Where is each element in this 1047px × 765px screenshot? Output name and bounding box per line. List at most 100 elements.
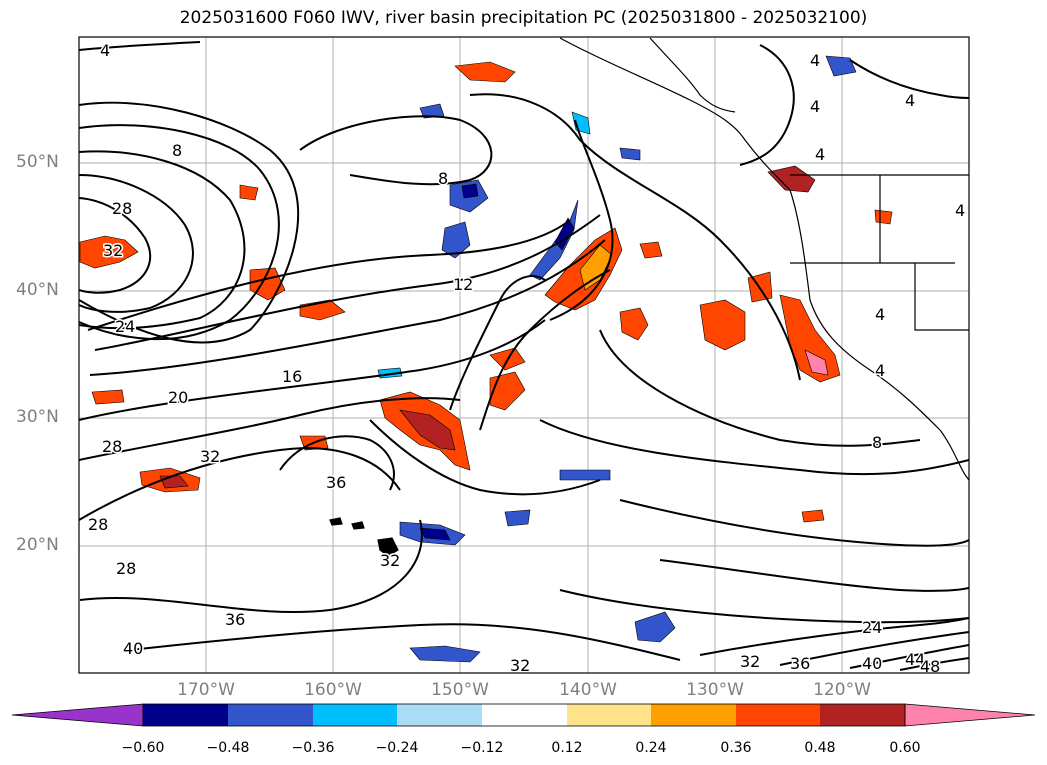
- precip-area: [767, 165, 816, 193]
- precip-area: [801, 509, 825, 523]
- precip-area: [79, 235, 139, 269]
- precip-area: [529, 199, 579, 281]
- contour-labels: 4 4 4 4 4 4 4 4 8 8 8 12 16 20 24 24 28 …: [87, 40, 967, 676]
- contour-label: 48: [920, 657, 940, 676]
- precip-area: [804, 349, 829, 376]
- iwv-contour: [469, 93, 801, 381]
- iwv-contour: [849, 59, 969, 99]
- contour-label: 24: [862, 618, 882, 637]
- precip-area: [619, 307, 649, 341]
- lon-label-170w: 170°W: [177, 680, 235, 700]
- island: [329, 517, 343, 526]
- contour-label: 36: [225, 610, 245, 629]
- precip-area: [825, 55, 857, 77]
- iwv-contour: [79, 519, 423, 613]
- positive-pc-areas: [79, 61, 893, 523]
- iwv-contour: [899, 657, 969, 671]
- colorbar-tick: 0.60: [889, 740, 921, 756]
- contour-label: 32: [740, 652, 760, 671]
- precip-area: [419, 103, 445, 119]
- contour-label: 36: [326, 473, 346, 492]
- colorbar-min-extension: [11, 703, 144, 727]
- colorbar-tick: 0.24: [635, 740, 667, 756]
- contour-label: 4: [100, 41, 110, 60]
- contour-label: 32: [380, 551, 400, 570]
- state-border: [914, 263, 969, 331]
- contour-label: 28: [116, 559, 136, 578]
- iwv-contour: [479, 269, 611, 431]
- lat-label-40n: 40°N: [16, 280, 59, 300]
- iwv-contour: [79, 197, 151, 294]
- iwv-contour: [849, 644, 969, 669]
- colorbar-segment: [143, 704, 228, 726]
- contour-label: 16: [282, 367, 302, 386]
- colorbar: [11, 703, 1036, 727]
- iwv-contour: [699, 617, 969, 656]
- contour-label: 28: [112, 199, 132, 218]
- contour-label: 28: [102, 437, 122, 456]
- precip-area: [441, 221, 471, 259]
- colorbar-tick: −0.48: [206, 740, 250, 756]
- iwv-contour: [79, 174, 194, 313]
- contour-label: 32: [103, 241, 123, 260]
- iwv-contour: [94, 214, 601, 351]
- negative-pc-areas: [377, 55, 857, 663]
- iwv-contour: [89, 239, 606, 376]
- colorbar-tick: −0.12: [460, 740, 504, 756]
- precip-area: [559, 469, 611, 481]
- precip-area: [634, 611, 676, 643]
- precip-area: [419, 527, 451, 541]
- contour-label: 32: [510, 656, 530, 675]
- iwv-contour: [779, 631, 969, 666]
- contour-label: 4: [810, 97, 820, 116]
- colorbar-segment: [736, 704, 820, 726]
- map-title: 2025031600 F060 IWV, river basin precipi…: [179, 8, 868, 28]
- contour-label: 8: [172, 141, 182, 160]
- colorbar-segment: [567, 704, 651, 726]
- contour-label: 44: [905, 650, 925, 669]
- precip-area: [619, 147, 641, 161]
- map-frame: [78, 36, 970, 674]
- iwv-contour: [79, 150, 246, 330]
- iwv-contour: [599, 329, 921, 447]
- contour-label: 4: [955, 201, 965, 220]
- lat-label-30n: 30°N: [16, 407, 59, 427]
- iwv-contour: [79, 319, 546, 421]
- contour-label: 8: [872, 433, 882, 452]
- colorbar-segment: [228, 704, 313, 726]
- iwv-contour: [539, 419, 969, 476]
- contour-label: 4: [875, 305, 885, 324]
- coastline-north-america: [559, 37, 969, 481]
- precip-area: [239, 184, 259, 201]
- iwv-contour: [87, 219, 571, 331]
- contour-label: 40: [862, 654, 882, 673]
- coastline-alaska: [649, 37, 736, 113]
- precip-area: [504, 509, 531, 527]
- iwv-contour: [79, 397, 461, 461]
- iwv-contour: [279, 435, 395, 491]
- iwv-contour: [449, 275, 546, 411]
- precip-area: [639, 241, 663, 259]
- iwv-contour: [659, 559, 969, 592]
- iwv-contour: [129, 623, 681, 661]
- lon-label-130w: 130°W: [686, 680, 744, 700]
- precip-area: [579, 244, 613, 291]
- colorbar-segment: [397, 704, 482, 726]
- coastlines: [329, 37, 969, 557]
- contour-label: 4: [815, 145, 825, 164]
- iwv-contour: [79, 447, 401, 521]
- precip-area: [874, 209, 893, 225]
- contour-label: 32: [200, 447, 220, 466]
- colorbar-max-extension: [904, 703, 1036, 727]
- iwv-contour: [739, 44, 795, 166]
- colorbar-tick: 0.36: [720, 740, 752, 756]
- lat-label-20n: 20°N: [16, 535, 59, 555]
- contour-label: 28: [88, 515, 108, 534]
- map-panel: 4 4 4 4 4 4 4 4 8 8 8 12 16 20 24 24 28 …: [79, 37, 969, 676]
- contour-label: 4: [905, 91, 915, 110]
- colorbar-segment: [651, 704, 736, 726]
- precip-area: [399, 409, 456, 451]
- lat-label-50n: 50°N: [16, 152, 59, 172]
- contour-label: 8: [438, 169, 448, 188]
- hawaii: [377, 537, 399, 557]
